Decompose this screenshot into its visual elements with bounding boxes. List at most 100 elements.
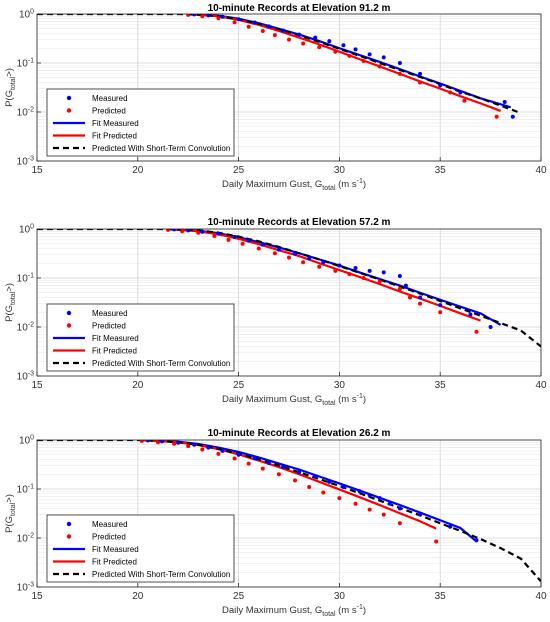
- data-point: [293, 478, 298, 483]
- data-point: [468, 312, 473, 317]
- data-point: [260, 466, 265, 471]
- data-point: [397, 506, 402, 511]
- data-point: [327, 479, 332, 484]
- data-point: [246, 461, 251, 466]
- legend-item-measured: Measured: [66, 520, 128, 529]
- series-points-predicted: [166, 229, 479, 334]
- x-tick-label: 35: [435, 165, 447, 176]
- data-point: [434, 539, 439, 544]
- data-point: [216, 16, 221, 21]
- data-point: [397, 71, 402, 76]
- data-point: [240, 241, 245, 246]
- data-point: [276, 472, 281, 477]
- data-point: [341, 484, 346, 489]
- y-tick-label: 10-1: [17, 273, 34, 285]
- data-point: [397, 273, 402, 278]
- data-point: [438, 310, 443, 315]
- data-point: [287, 37, 291, 42]
- x-axis-label: Daily Maximum Gust, Gtotal (m s-1): [222, 178, 366, 192]
- data-point: [192, 14, 197, 17]
- y-tick-label: 10-3: [17, 371, 34, 383]
- data-point: [139, 440, 144, 443]
- x-axis-label: Daily Maximum Gust, Gtotal (m s-1): [222, 604, 366, 618]
- legend-marker: [66, 323, 72, 328]
- data-point: [145, 440, 150, 443]
- legend-item-fit-predicted: Fit Predicted: [53, 132, 137, 141]
- data-point: [381, 270, 386, 275]
- series-line-predicted-with-short-term-convolution: [37, 440, 541, 583]
- data-point: [381, 55, 386, 60]
- legend-label: Measured: [92, 309, 128, 318]
- data-point: [381, 512, 386, 517]
- x-tick-label: 25: [233, 591, 245, 602]
- data-point: [236, 452, 241, 457]
- y-tick-label: 10-3: [17, 582, 34, 594]
- legend: Measured Predicted Fit Measured Fit Predict…: [46, 514, 235, 583]
- legend-label: Predicted With Short-Term Convolution: [92, 359, 230, 368]
- data-point: [307, 484, 312, 489]
- data-point: [347, 272, 352, 277]
- chart-title: 10-minute Records at Elevation 26.2 m: [208, 428, 391, 439]
- x-tick-label: 15: [31, 591, 43, 602]
- data-layer: [37, 229, 541, 348]
- data-point: [474, 329, 479, 334]
- data-point: [397, 286, 402, 291]
- series-line-fit-predicted: [141, 440, 437, 530]
- data-point: [438, 83, 443, 88]
- axes-box: [36, 13, 542, 162]
- data-point: [260, 242, 265, 247]
- data-point: [367, 52, 372, 57]
- legend-item-predicted-with-short-term-convolution: Predicted With Short-Term Convolution: [53, 570, 230, 579]
- data-point: [341, 43, 346, 48]
- legend-item-measured: Measured: [66, 94, 128, 103]
- x-tick-label: 25: [233, 380, 245, 391]
- x-tick-label: 20: [132, 380, 144, 391]
- data-point: [297, 470, 302, 475]
- axes-box: [36, 228, 542, 377]
- data-point: [494, 114, 499, 119]
- x-tick-label: 40: [535, 165, 547, 176]
- data-point: [232, 234, 237, 239]
- legend-item-fit-measured: Fit Measured: [53, 545, 139, 554]
- data-point: [216, 451, 221, 456]
- data-point: [220, 448, 225, 453]
- data-point: [301, 41, 306, 46]
- chart-panel-2: 15 20 25 30 35 40 100 10-1 10-2 10-3 10-minute Rec…: [4, 217, 547, 407]
- data-point: [266, 24, 271, 29]
- data-point: [186, 229, 191, 233]
- legend-label: Fit Predicted: [92, 132, 137, 141]
- x-tick-label: 15: [31, 380, 43, 391]
- data-layer: [37, 440, 541, 583]
- data-point: [353, 501, 358, 506]
- legend-label: Fit Measured: [92, 545, 139, 554]
- data-point: [353, 266, 358, 270]
- chart-panel-3: 15 20 25 30 35 40 100 10-1 10-2 10-3 10-minute Rec…: [4, 428, 547, 618]
- data-point: [246, 24, 251, 29]
- data-point: [172, 441, 177, 446]
- data-point: [333, 268, 338, 273]
- legend-item-measured: Measured: [66, 309, 128, 318]
- legend-item-fit-predicted: Fit Predicted: [53, 558, 137, 567]
- data-point: [252, 20, 257, 25]
- data-point: [377, 64, 382, 69]
- data-point: [236, 17, 241, 22]
- data-point: [216, 231, 221, 236]
- x-tick-label: 20: [132, 165, 144, 176]
- data-point: [301, 260, 306, 265]
- data-point: [387, 501, 392, 506]
- data-point: [361, 58, 366, 63]
- data-point: [474, 538, 479, 543]
- data-point: [397, 521, 402, 526]
- legend-label: Predicted With Short-Term Convolution: [92, 144, 230, 153]
- data-point: [200, 447, 205, 452]
- legend-item-predicted: Predicted: [66, 107, 126, 116]
- legend-item-fit-measured: Fit Measured: [53, 334, 139, 343]
- data-point: [448, 524, 453, 529]
- data-point: [418, 512, 423, 517]
- data-point: [337, 263, 342, 268]
- data-point: [206, 445, 211, 450]
- x-tick-label: 15: [31, 165, 43, 176]
- data-point: [377, 279, 382, 284]
- data-point: [317, 264, 322, 269]
- data-point: [307, 256, 312, 261]
